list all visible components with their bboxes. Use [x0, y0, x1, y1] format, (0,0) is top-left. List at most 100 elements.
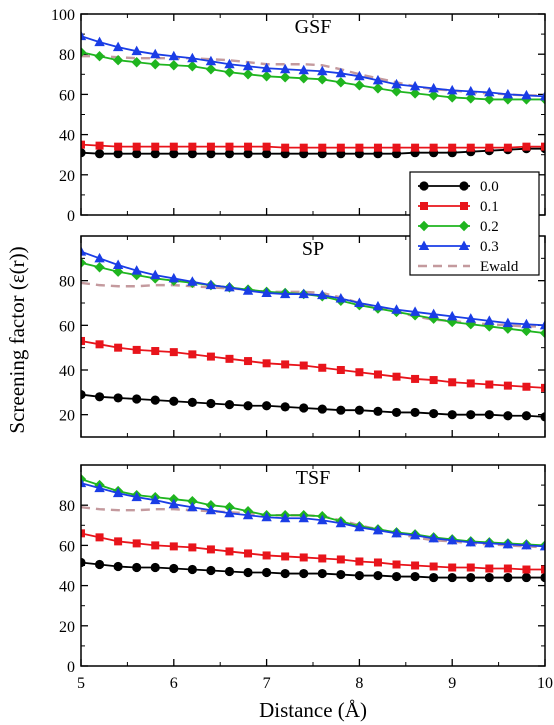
data-point-0.1 [392, 372, 401, 381]
data-point-0.0 [243, 401, 253, 411]
legend-label: Ewald [480, 259, 519, 275]
data-point-0.3 [261, 287, 272, 297]
data-point-0.3 [484, 86, 495, 97]
data-point-0.2 [391, 86, 402, 97]
x-tick-label: 7 [263, 675, 271, 692]
legend-marker-0.1 [460, 202, 468, 210]
data-point-0.3 [335, 293, 347, 303]
data-point-0.2 [261, 71, 272, 82]
data-point-0.1 [318, 554, 327, 563]
data-point-0.2 [409, 88, 421, 99]
legend-label: 0.3 [480, 239, 499, 255]
series-line-Ewald [81, 55, 545, 97]
panel-gsf: 0 20 40 60 80 100 GSF [51, 7, 546, 225]
data-point-0.1 [373, 143, 382, 152]
data-point-0.0 [113, 149, 123, 159]
data-point-0.0 [484, 572, 494, 583]
data-point-0.0 [94, 392, 105, 402]
panel-sp: 20 40 60 80 SP [59, 235, 546, 438]
data-point-0.3 [242, 509, 254, 520]
data-point-0.3 [465, 85, 476, 96]
data-point-0.3 [150, 269, 161, 280]
data-point-0.1 [429, 143, 438, 152]
data-point-0.0 [81, 148, 86, 158]
data-point-0.2 [81, 257, 87, 268]
x-tick-label: 5 [77, 675, 85, 692]
data-point-0.3 [539, 540, 545, 551]
data-point-0.1 [448, 378, 457, 387]
data-point-0.0 [113, 393, 123, 403]
legend-label: 0.0 [480, 179, 499, 195]
data-point-0.3 [428, 82, 439, 93]
data-point-0.2 [521, 325, 532, 337]
data-point-0.3 [465, 536, 476, 547]
data-point-0.1 [466, 379, 475, 388]
data-point-0.1 [522, 382, 531, 391]
data-point-0.0 [224, 566, 235, 577]
data-point-0.3 [187, 501, 198, 512]
data-point-0.3 [81, 30, 87, 41]
data-point-0.1 [373, 370, 382, 379]
data-point-0.1 [262, 551, 271, 560]
data-point-0.2 [279, 72, 291, 83]
data-point-0.1 [355, 143, 364, 152]
data-point-0.1 [281, 360, 290, 369]
data-point-0.0 [262, 567, 272, 578]
legend-marker-0.0 [419, 181, 429, 191]
data-point-0.3 [81, 246, 87, 256]
data-point-0.0 [132, 394, 142, 404]
data-point-0.1 [244, 357, 253, 366]
data-point-0.2 [298, 73, 309, 84]
data-point-0.1 [466, 563, 475, 572]
data-point-0.0 [94, 559, 105, 570]
data-point-0.3 [502, 317, 514, 328]
legend-marker-0.2 [418, 220, 430, 232]
data-point-0.3 [261, 511, 272, 522]
data-point-0.1 [336, 366, 345, 374]
plot-frame [80, 235, 546, 438]
data-point-0.1 [206, 142, 215, 151]
data-point-0.3 [205, 55, 217, 66]
data-point-0.1 [244, 549, 253, 558]
data-point-0.0 [466, 572, 476, 583]
data-point-0.2 [187, 61, 198, 72]
data-point-0.3 [150, 48, 161, 59]
data-point-0.3 [521, 89, 532, 100]
series-line-0.2 [81, 478, 545, 547]
data-point-0.2 [447, 92, 458, 103]
data-point-0.0 [206, 398, 216, 409]
data-point-0.3 [317, 289, 328, 300]
data-point-0.0 [521, 411, 532, 421]
data-point-0.3 [335, 67, 347, 78]
data-point-0.2 [465, 93, 476, 104]
data-point-0.1 [392, 560, 401, 569]
data-point-0.3 [447, 534, 458, 545]
data-point-0.3 [261, 62, 272, 73]
data-point-0.1 [355, 368, 364, 377]
data-point-0.3 [168, 272, 179, 283]
data-point-0.1 [151, 541, 160, 550]
data-point-0.1 [336, 555, 345, 564]
data-point-0.1 [411, 561, 420, 570]
data-point-0.3 [317, 514, 328, 525]
data-point-0.3 [465, 313, 476, 323]
data-point-0.3 [428, 308, 439, 319]
data-point-0.3 [428, 532, 439, 543]
data-point-0.0 [447, 410, 457, 420]
data-point-0.0 [354, 405, 364, 415]
data-point-0.1 [503, 143, 512, 152]
data-point-0.1 [318, 363, 327, 372]
data-point-0.2 [112, 55, 124, 66]
y-tick-label: 80 [59, 498, 75, 515]
data-point-0.3 [131, 491, 142, 502]
data-point-0.1 [151, 142, 160, 151]
data-point-0.0 [317, 568, 327, 579]
data-point-0.3 [317, 65, 328, 76]
data-point-0.0 [280, 402, 290, 412]
data-point-0.0 [150, 562, 160, 573]
data-point-0.0 [540, 572, 545, 583]
data-point-0.1 [541, 565, 545, 574]
data-point-0.1 [541, 142, 545, 151]
data-point-0.0 [280, 568, 290, 579]
data-point-0.0 [410, 407, 420, 418]
